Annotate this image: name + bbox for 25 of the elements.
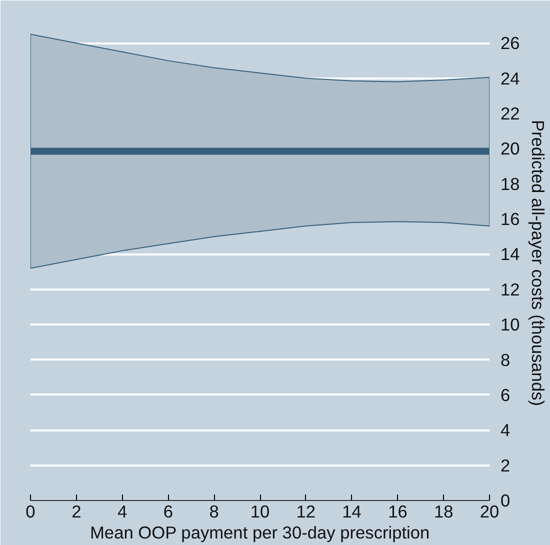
y-tick-label: 26 (500, 33, 520, 54)
y-tick-label: 18 (500, 174, 520, 194)
x-tick-label: 0 (26, 502, 36, 522)
x-tick-label: 16 (388, 502, 408, 522)
y-tick-label: 2 (500, 455, 510, 476)
y-tick-label: 4 (500, 420, 510, 440)
x-axis-title: Mean OOP payment per 30-day prescription (90, 522, 430, 542)
y-tick-label: 22 (500, 103, 520, 124)
y-tick-label: 8 (500, 350, 510, 370)
x-tick-label: 2 (72, 502, 82, 522)
y-tick-label: 20 (500, 138, 520, 159)
y-tick-label: 12 (500, 279, 520, 300)
y-axis-title: Predicted all-payer costs (thousands) (528, 120, 548, 406)
y-tick-label: 16 (500, 209, 520, 230)
x-tick-label: 8 (209, 502, 219, 522)
x-tick-label: 10 (250, 502, 270, 522)
y-tick-label: 10 (500, 314, 520, 335)
y-tick-label: 24 (500, 68, 520, 88)
y-tick-label: 14 (500, 244, 520, 264)
x-tick-label: 14 (342, 502, 362, 522)
x-tick-label: 6 (163, 502, 174, 522)
x-tick-label: 12 (296, 502, 316, 522)
x-tick-label: 4 (117, 502, 128, 522)
x-tick-label: 18 (434, 502, 454, 522)
y-tick-label: 6 (500, 384, 510, 405)
